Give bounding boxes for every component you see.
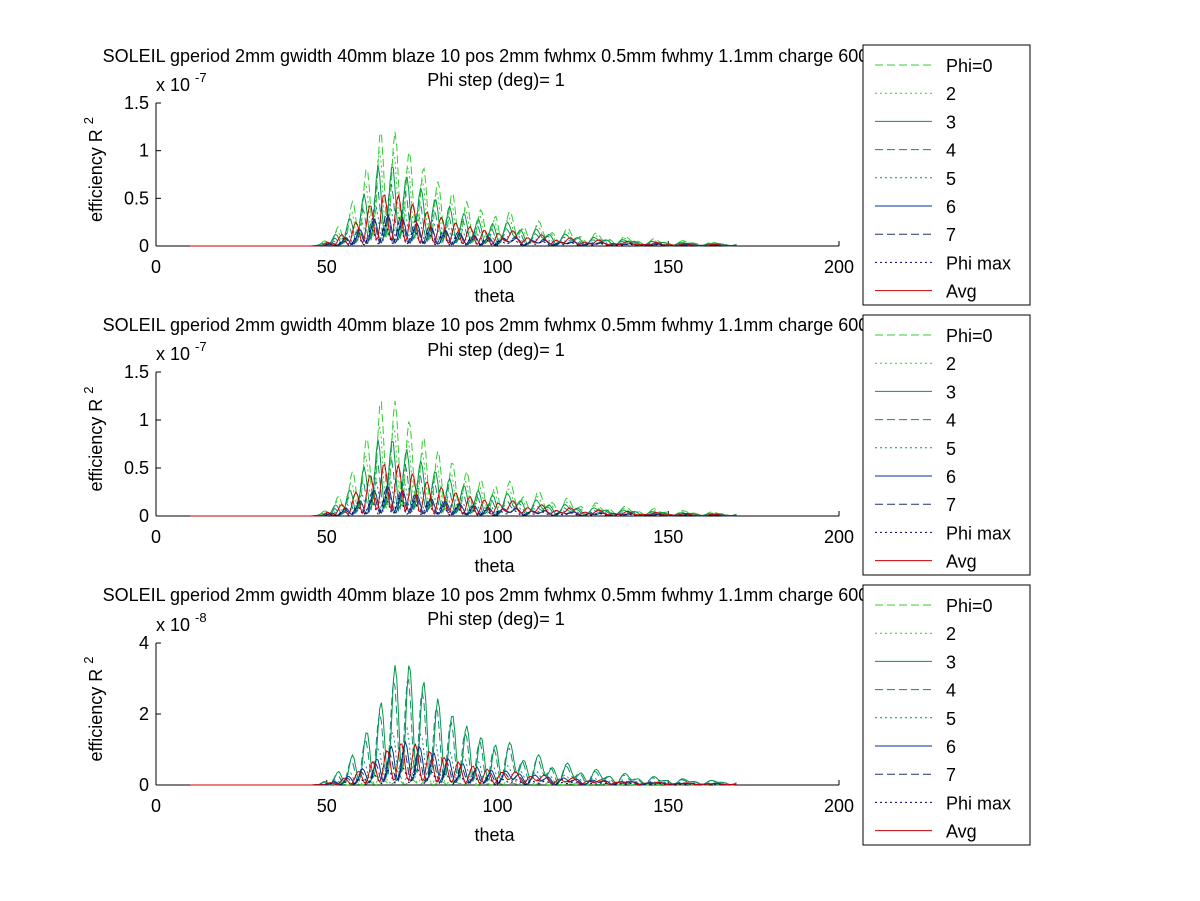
x-axis-label: theta xyxy=(474,286,515,306)
x-tick-label: 50 xyxy=(317,796,337,816)
x-tick-label: 50 xyxy=(317,527,337,547)
x-axis-label: theta xyxy=(474,825,515,845)
legend-label: 5 xyxy=(946,439,956,459)
legend-label: Phi=0 xyxy=(946,596,993,616)
legend-label: 4 xyxy=(946,411,956,431)
x-tick-label: 150 xyxy=(653,796,683,816)
legend-label: 4 xyxy=(946,141,956,161)
x-tick-label: 200 xyxy=(824,796,854,816)
chart-title: SOLEIL gperiod 2mm gwidth 40mm blaze 10 … xyxy=(103,315,980,335)
legend-label: Phi=0 xyxy=(946,326,993,346)
legend-label: 3 xyxy=(946,112,956,132)
legend-label: 2 xyxy=(946,624,956,644)
y-axis-label: efficiency R 2 xyxy=(81,657,106,762)
chart-subtitle: Phi step (deg)= 1 xyxy=(427,609,565,629)
y-tick-label: 1.5 xyxy=(124,93,149,113)
legend-label: 4 xyxy=(946,681,956,701)
series-line-9 xyxy=(190,193,737,247)
x-tick-label: 100 xyxy=(482,527,512,547)
legend-label: Avg xyxy=(946,552,977,572)
chart-subtitle: Phi step (deg)= 1 xyxy=(427,340,565,360)
legend-box xyxy=(862,314,1031,576)
series-line-7 xyxy=(190,212,737,247)
x-tick-label: 200 xyxy=(824,257,854,277)
series-line-3 xyxy=(190,665,737,786)
x-tick-label: 0 xyxy=(151,257,161,277)
x-tick-label: 150 xyxy=(653,527,683,547)
legend-label: 3 xyxy=(946,652,956,672)
y-tick-label: 1 xyxy=(139,141,149,161)
x-tick-label: 100 xyxy=(482,257,512,277)
legend-label: Phi max xyxy=(946,253,1011,273)
series-line-1 xyxy=(190,400,737,517)
series-line-9 xyxy=(190,463,737,517)
x-tick-label: 0 xyxy=(151,527,161,547)
legend-label: Phi=0 xyxy=(946,56,993,76)
legend-label: Avg xyxy=(946,282,977,302)
legend: Phi=0 2 3 4 5 6 7 Phi max Avg xyxy=(862,44,1031,306)
y-tick-label: 0.5 xyxy=(124,188,149,208)
y-exponent-label: x 10 -7 xyxy=(156,70,207,95)
series-line-1 xyxy=(190,131,737,247)
y-tick-label: 0.5 xyxy=(124,458,149,478)
series-line-2 xyxy=(190,151,737,247)
y-tick-label: 1 xyxy=(139,410,149,430)
legend: Phi=0 2 3 4 5 6 7 Phi max Avg xyxy=(862,584,1031,846)
y-exponent-label: x 10 -7 xyxy=(156,339,207,364)
y-tick-label: 0 xyxy=(139,775,149,795)
series-line-2 xyxy=(190,425,737,517)
chart-title: SOLEIL gperiod 2mm gwidth 40mm blaze 10 … xyxy=(103,46,980,66)
legend-label: 7 xyxy=(946,765,956,785)
x-tick-label: 50 xyxy=(317,257,337,277)
y-tick-label: 2 xyxy=(139,704,149,724)
series-line-4 xyxy=(190,678,737,786)
legend-label: 6 xyxy=(946,467,956,487)
chart-subtitle: Phi step (deg)= 1 xyxy=(427,70,565,90)
legend-label: 7 xyxy=(946,495,956,515)
legend-label: 3 xyxy=(946,382,956,402)
legend-label: 2 xyxy=(946,354,956,374)
series-line-3 xyxy=(190,165,737,247)
legend-label: 2 xyxy=(946,84,956,104)
legend-label: 6 xyxy=(946,737,956,757)
chart-panel-3: SOLEIL gperiod 2mm gwidth 40mm blaze 10 … xyxy=(81,584,1031,846)
legend-label: Phi max xyxy=(946,793,1011,813)
legend-label: Avg xyxy=(946,822,977,842)
legend-label: 6 xyxy=(946,197,956,217)
x-tick-label: 0 xyxy=(151,796,161,816)
legend: Phi=0 2 3 4 5 6 7 Phi max Avg xyxy=(862,314,1031,576)
legend-label: Phi max xyxy=(946,523,1011,543)
legend-label: 7 xyxy=(946,225,956,245)
y-tick-label: 4 xyxy=(139,633,149,653)
y-tick-label: 0 xyxy=(139,236,149,256)
x-tick-label: 100 xyxy=(482,796,512,816)
chart-panel-1: SOLEIL gperiod 2mm gwidth 40mm blaze 10 … xyxy=(81,44,1031,306)
legend-label: 5 xyxy=(946,169,956,189)
series-line-9 xyxy=(190,743,737,786)
legend-box xyxy=(862,44,1031,306)
y-axis-label: efficiency R 2 xyxy=(81,117,106,222)
y-axis-label: efficiency R 2 xyxy=(81,387,106,492)
y-exponent-label: x 10 -8 xyxy=(156,610,207,635)
y-tick-label: 1.5 xyxy=(124,362,149,382)
x-tick-label: 150 xyxy=(653,257,683,277)
x-axis-label: theta xyxy=(474,556,515,576)
legend-box xyxy=(862,584,1031,846)
chart-title: SOLEIL gperiod 2mm gwidth 40mm blaze 10 … xyxy=(103,585,980,605)
x-tick-label: 200 xyxy=(824,527,854,547)
chart-panel-2: SOLEIL gperiod 2mm gwidth 40mm blaze 10 … xyxy=(81,314,1031,576)
y-tick-label: 0 xyxy=(139,506,149,526)
legend-label: 5 xyxy=(946,709,956,729)
